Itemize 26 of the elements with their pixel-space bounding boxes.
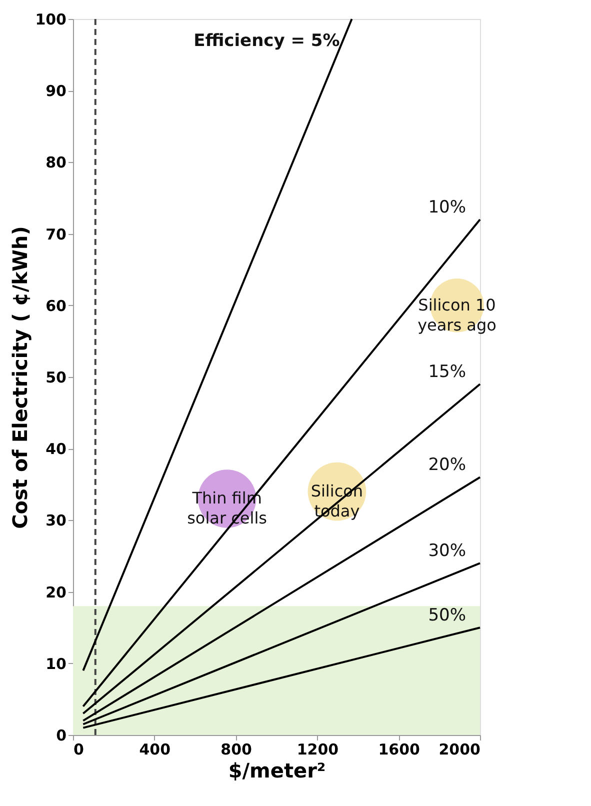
y-tick-label: 30 bbox=[46, 512, 66, 530]
y-tick-label: 50 bbox=[46, 368, 66, 386]
series-label: Efficiency = 5% bbox=[194, 31, 340, 51]
x-tick-label: 1200 bbox=[296, 740, 339, 758]
x-tick-label: 2000 bbox=[438, 740, 480, 758]
series-label: 30% bbox=[428, 541, 466, 562]
series-label: 10% bbox=[428, 197, 466, 218]
y-tick-label: 90 bbox=[46, 82, 66, 100]
y-tick-label: 100 bbox=[35, 10, 66, 28]
y-tick-label: 0 bbox=[56, 726, 66, 744]
series-label: 15% bbox=[428, 362, 466, 382]
x-axis-title: $/meter² bbox=[228, 758, 326, 782]
y-tick-label: 10 bbox=[46, 654, 66, 673]
x-tick-label: 1600 bbox=[378, 740, 420, 758]
y-tick-label: 40 bbox=[46, 440, 66, 458]
y-tick-label: 70 bbox=[46, 225, 66, 244]
y-tick-label: 20 bbox=[46, 583, 66, 602]
series-label: 20% bbox=[428, 455, 466, 476]
x-tick-label: 400 bbox=[139, 740, 171, 758]
y-tick-label: 60 bbox=[46, 296, 66, 315]
y-axis-title: Cost of Electricity ( ¢/kWh) bbox=[8, 226, 32, 529]
x-tick-label: 0 bbox=[74, 740, 84, 758]
series-label: 50% bbox=[428, 606, 466, 626]
y-tick-label: 80 bbox=[46, 154, 66, 172]
x-tick-label: 800 bbox=[220, 740, 252, 758]
series-label: Silicon 10 years ago bbox=[418, 295, 496, 334]
